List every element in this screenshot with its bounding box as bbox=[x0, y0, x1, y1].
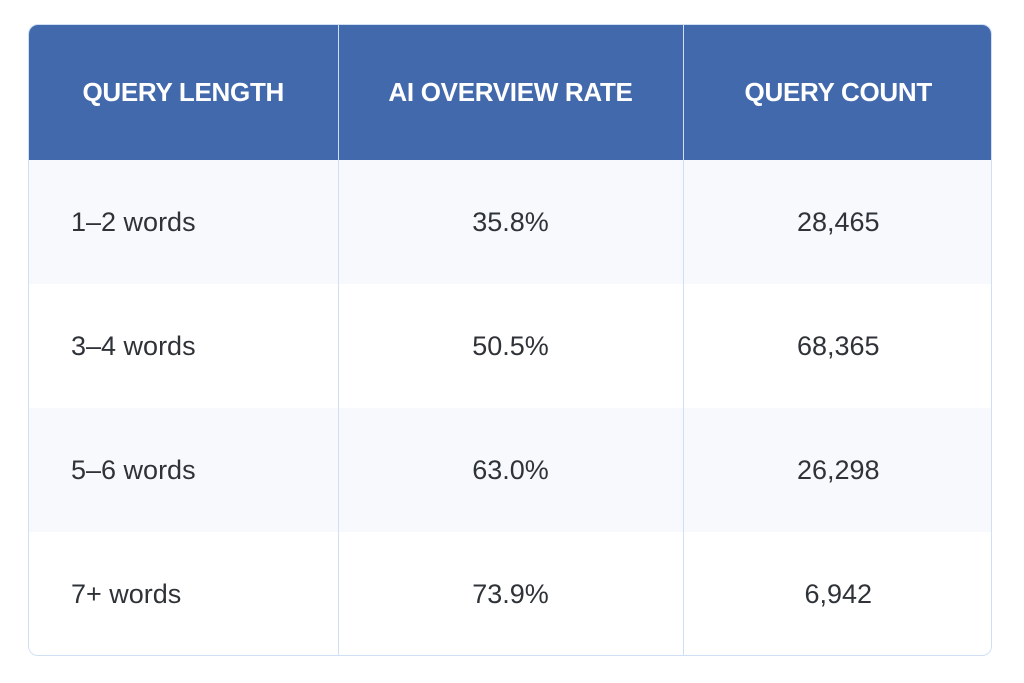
table-row: 1–2 words 35.8% 28,465 bbox=[29, 160, 991, 284]
header-query-count: QUERY COUNT bbox=[683, 25, 991, 160]
header-row: QUERY LENGTH AI OVERVIEW RATE QUERY COUN… bbox=[29, 25, 991, 160]
data-table-container: QUERY LENGTH AI OVERVIEW RATE QUERY COUN… bbox=[28, 24, 992, 656]
cell-query-length: 5–6 words bbox=[29, 408, 339, 532]
cell-query-length: 3–4 words bbox=[29, 284, 339, 408]
table-row: 3–4 words 50.5% 68,365 bbox=[29, 284, 991, 408]
table-body: 1–2 words 35.8% 28,465 3–4 words 50.5% 6… bbox=[29, 160, 991, 655]
header-ai-overview-rate: AI OVERVIEW RATE bbox=[338, 25, 684, 160]
cell-query-count: 26,298 bbox=[683, 408, 991, 532]
cell-query-count: 28,465 bbox=[683, 160, 991, 284]
table-row: 7+ words 73.9% 6,942 bbox=[29, 532, 991, 655]
data-table: QUERY LENGTH AI OVERVIEW RATE QUERY COUN… bbox=[29, 25, 991, 655]
cell-ai-overview-rate: 35.8% bbox=[338, 160, 684, 284]
cell-ai-overview-rate: 50.5% bbox=[338, 284, 684, 408]
cell-query-count: 6,942 bbox=[683, 532, 991, 655]
table-row: 5–6 words 63.0% 26,298 bbox=[29, 408, 991, 532]
cell-query-count: 68,365 bbox=[683, 284, 991, 408]
cell-ai-overview-rate: 63.0% bbox=[338, 408, 684, 532]
cell-query-length: 1–2 words bbox=[29, 160, 339, 284]
cell-ai-overview-rate: 73.9% bbox=[338, 532, 684, 655]
header-query-length: QUERY LENGTH bbox=[29, 25, 339, 160]
cell-query-length: 7+ words bbox=[29, 532, 339, 655]
table-header: QUERY LENGTH AI OVERVIEW RATE QUERY COUN… bbox=[29, 25, 991, 160]
